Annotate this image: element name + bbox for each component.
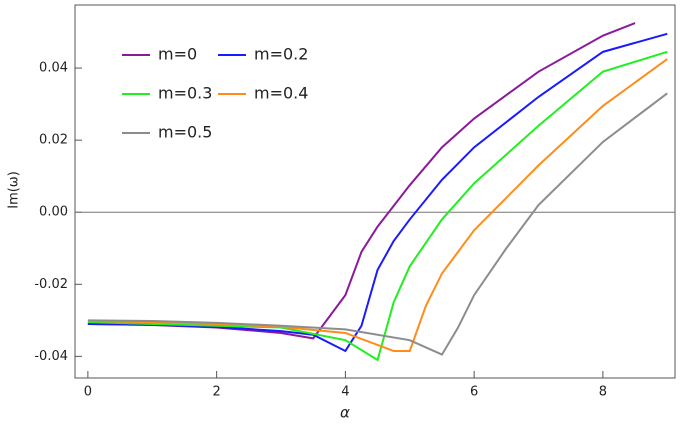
- legend-text: m=0.5: [158, 123, 212, 142]
- x-tick-label: 4: [341, 385, 349, 400]
- x-tick-label: 8: [599, 385, 607, 400]
- x-tick-label: 0: [84, 385, 92, 400]
- x-tick-label: 2: [212, 385, 220, 400]
- x-tick-label: 6: [470, 385, 478, 400]
- legend-text: m=0.3: [158, 84, 212, 103]
- series-line: [87, 22, 636, 340]
- legend-text: m=0.2: [254, 45, 308, 64]
- y-tick-label: 0.00: [39, 205, 68, 220]
- y-tick-label: -0.02: [34, 277, 68, 292]
- y-tick-label: -0.04: [34, 349, 68, 364]
- y-tick-label: 0.02: [39, 133, 68, 148]
- x-axis-label: α: [340, 404, 350, 422]
- legend-text: m=0: [158, 45, 197, 64]
- legend-text: m=0.4: [254, 84, 308, 103]
- plot-frame: [74, 4, 676, 379]
- series-line: [87, 58, 668, 352]
- series-line: [87, 32, 668, 353]
- y-axis-label: Im(ω): [7, 171, 22, 209]
- series-line: [87, 92, 668, 356]
- series-line: [87, 50, 668, 362]
- y-tick-label: 0.04: [39, 61, 68, 76]
